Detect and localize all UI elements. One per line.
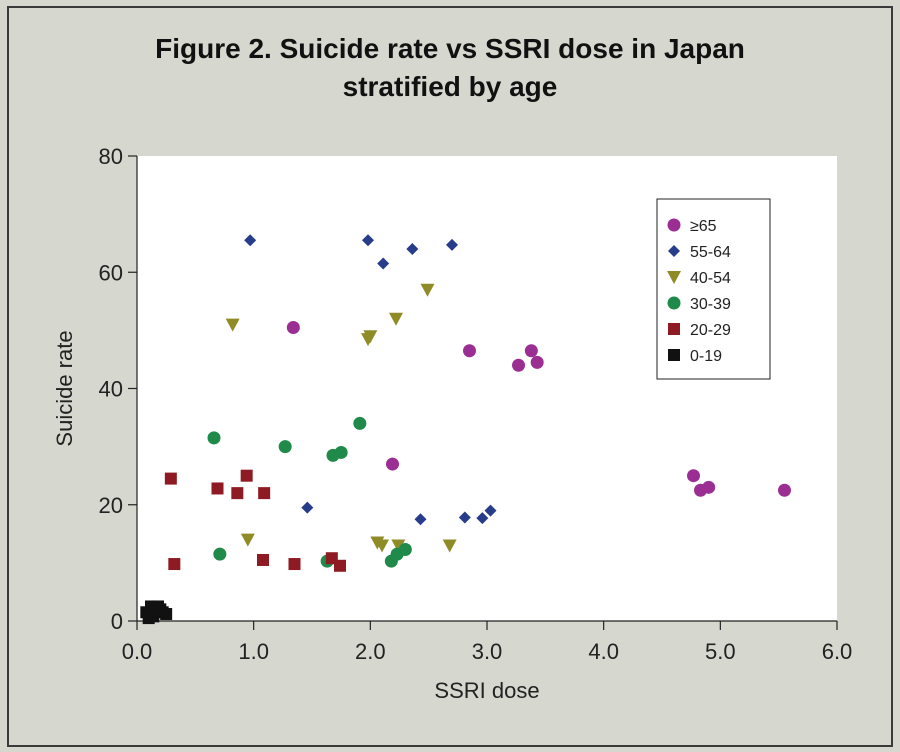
legend-marker — [668, 349, 680, 361]
data-point — [778, 483, 791, 497]
data-point — [231, 487, 244, 500]
legend-label: ≥65 — [690, 218, 717, 235]
data-point — [398, 543, 412, 557]
data-point — [377, 257, 390, 270]
y-tick-label: 0 — [111, 609, 123, 634]
data-point — [446, 238, 458, 251]
data-point — [702, 480, 716, 494]
data-point — [414, 513, 427, 526]
data-point — [154, 603, 167, 616]
y-tick-label: 60 — [99, 260, 123, 285]
data-point — [225, 318, 240, 332]
data-point — [389, 312, 403, 326]
data-point — [484, 504, 497, 517]
legend-label: 0-19 — [690, 348, 722, 365]
y-tick-label: 20 — [99, 493, 123, 518]
data-point — [286, 320, 300, 334]
data-point — [301, 501, 314, 514]
data-point — [257, 553, 269, 566]
legend-marker — [668, 245, 680, 257]
x-tick-label: 0.0 — [122, 639, 153, 664]
legend-label: 30-39 — [690, 296, 731, 313]
data-point — [524, 344, 538, 358]
x-tick-label: 4.0 — [588, 639, 619, 664]
data-point — [363, 330, 378, 344]
chart-title-block: Figure 2. Suicide rate vs SSRI dose in J… — [0, 30, 900, 106]
data-point — [211, 482, 224, 495]
chart-title: Figure 2. Suicide rate vs SSRI dose in J… — [155, 33, 745, 64]
x-tick-label: 2.0 — [355, 639, 386, 664]
data-point — [168, 558, 181, 571]
y-axis-label: Suicide rate — [52, 330, 77, 446]
data-point — [458, 511, 471, 524]
data-point — [213, 547, 227, 561]
legend-marker — [668, 323, 680, 335]
data-point — [476, 512, 489, 525]
data-point — [240, 469, 253, 482]
legend-label: 55-64 — [690, 244, 731, 261]
data-point — [406, 243, 419, 255]
data-point — [687, 469, 700, 483]
data-point — [207, 431, 221, 445]
y-tick-label: 40 — [99, 377, 123, 402]
data-point — [391, 539, 406, 553]
data-point — [334, 445, 348, 459]
legend-marker — [667, 271, 681, 284]
legend-label: 20-29 — [690, 322, 731, 339]
data-point — [278, 440, 292, 454]
legend-label: 40-54 — [690, 270, 731, 287]
legend-marker — [667, 218, 681, 232]
chart-subtitle: stratified by age — [342, 71, 558, 102]
data-point — [386, 457, 399, 471]
x-tick-label: 6.0 — [822, 639, 853, 664]
legend-marker — [667, 296, 681, 310]
data-point — [442, 539, 457, 553]
data-point — [244, 234, 257, 247]
data-point — [240, 533, 255, 547]
data-point — [530, 355, 544, 369]
data-point — [512, 358, 525, 372]
data-point — [420, 283, 435, 297]
data-point — [362, 234, 374, 247]
x-tick-label: 5.0 — [705, 639, 736, 664]
data-point — [353, 416, 367, 430]
data-point — [375, 539, 389, 553]
x-axis-label: SSRI dose — [434, 678, 539, 703]
data-point — [463, 344, 476, 358]
data-point — [334, 559, 346, 572]
x-tick-label: 3.0 — [472, 639, 503, 664]
data-point — [164, 472, 177, 485]
x-tick-label: 1.0 — [238, 639, 269, 664]
data-point — [288, 558, 301, 571]
data-point — [258, 487, 271, 500]
y-tick-label: 80 — [99, 144, 123, 169]
